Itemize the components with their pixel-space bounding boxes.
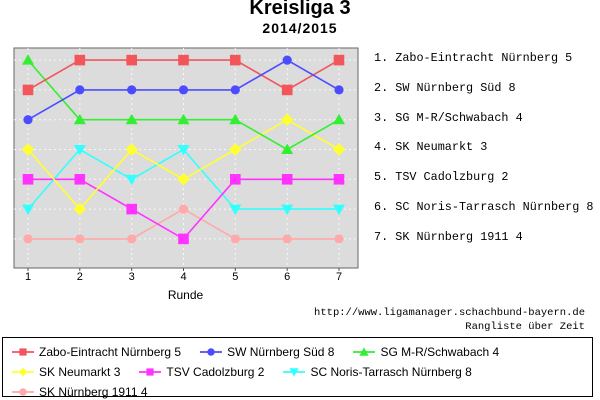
- svg-text:7: 7: [336, 271, 342, 283]
- svg-text:3: 3: [129, 271, 135, 283]
- svg-text:6: 6: [284, 271, 290, 283]
- svg-text:5: 5: [232, 271, 238, 283]
- svg-text:2: 2: [77, 271, 83, 283]
- svg-text:4: 4: [180, 271, 186, 283]
- svg-text:1: 1: [25, 271, 31, 283]
